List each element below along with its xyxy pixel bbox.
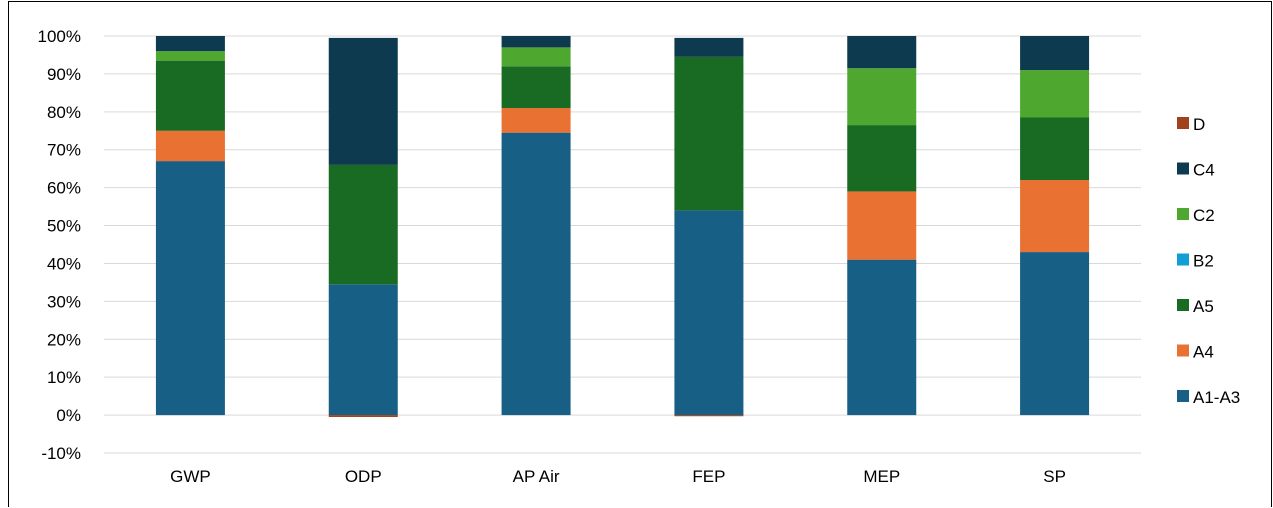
bar-segment: [1020, 180, 1090, 253]
bar-segment: [847, 36, 917, 69]
x-axis-ticks: GWP ODP AP Air FEP MEP SP: [170, 467, 1066, 486]
y-tick-label: 100%: [38, 27, 81, 46]
legend-label: B2: [1193, 252, 1214, 271]
legend: D C4 C2 B2 A5 A4 A1-A3: [1177, 115, 1240, 407]
bar-segment: [1020, 70, 1090, 118]
y-tick-label: 30%: [47, 292, 81, 311]
bar-segment: [847, 68, 917, 126]
bar-segment: [847, 191, 917, 260]
y-tick-label: 90%: [47, 65, 81, 84]
y-tick-label: -10%: [41, 444, 81, 463]
legend-label: A4: [1193, 343, 1214, 362]
y-tick-label: 40%: [47, 254, 81, 273]
legend-swatch: [1177, 299, 1189, 311]
bar-segment: [1020, 117, 1090, 181]
bar-segment: [155, 60, 225, 131]
y-axis-ticks: -10% 0% 10% 20% 30% 40% 50% 60% 70% 80% 90% 100%: [38, 27, 81, 463]
y-tick-label: 70%: [47, 141, 81, 160]
legend-label: A5: [1193, 297, 1214, 316]
legend-swatch: [1177, 117, 1189, 129]
y-tick-label: 50%: [47, 217, 81, 236]
bar-segment: [501, 66, 571, 109]
bars: [155, 36, 1090, 417]
chart-frame: -10% 0% 10% 20% 30% 40% 50% 60% 70% 80% 90% 100% GW…: [8, 1, 1272, 507]
bar-segment: [674, 37, 744, 57]
stacked-bar-chart: -10% 0% 10% 20% 30% 40% 50% 60% 70% 80% 90% 100% GW…: [38, 27, 1241, 486]
legend-label: C4: [1193, 161, 1215, 180]
y-tick-label: 60%: [47, 179, 81, 198]
bar-segment: [328, 415, 398, 417]
bar-segment: [155, 161, 225, 416]
bar-segment: [847, 259, 917, 416]
x-tick-label: FEP: [692, 467, 725, 486]
bar-segment: [674, 56, 744, 211]
x-tick-label: GWP: [170, 467, 211, 486]
bar-segment: [674, 415, 744, 417]
legend-swatch: [1177, 344, 1189, 357]
x-tick-label: AP Air: [513, 467, 560, 486]
legend-label: A1-A3: [1193, 388, 1240, 407]
bar-segment: [155, 36, 225, 52]
x-tick-label: SP: [1043, 467, 1066, 486]
y-tick-label: 0%: [56, 406, 81, 425]
gridlines: [104, 35, 1141, 454]
x-tick-label: ODP: [345, 467, 382, 486]
y-tick-label: 20%: [47, 330, 81, 349]
legend-swatch: [1177, 162, 1189, 175]
bar-segment: [1020, 252, 1090, 416]
bar-segment: [155, 51, 225, 61]
bar-segment: [328, 164, 398, 285]
legend-swatch: [1177, 208, 1189, 220]
y-tick-label: 80%: [47, 103, 81, 122]
x-tick-label: MEP: [863, 467, 900, 486]
bar-segment: [328, 37, 398, 165]
y-tick-label: 10%: [47, 368, 81, 387]
bar-segment: [501, 108, 571, 133]
legend-swatch: [1177, 390, 1189, 402]
bar-segment: [1020, 36, 1090, 71]
bar-segment: [501, 132, 571, 416]
bar-segment: [328, 284, 398, 416]
legend-label: D: [1193, 115, 1205, 134]
bar-segment: [501, 47, 571, 67]
bar-segment: [847, 125, 917, 192]
legend-label: C2: [1193, 206, 1215, 225]
bar-segment: [674, 210, 744, 416]
bar-segment: [155, 130, 225, 162]
bar-segment: [501, 36, 571, 48]
legend-swatch: [1177, 253, 1189, 266]
